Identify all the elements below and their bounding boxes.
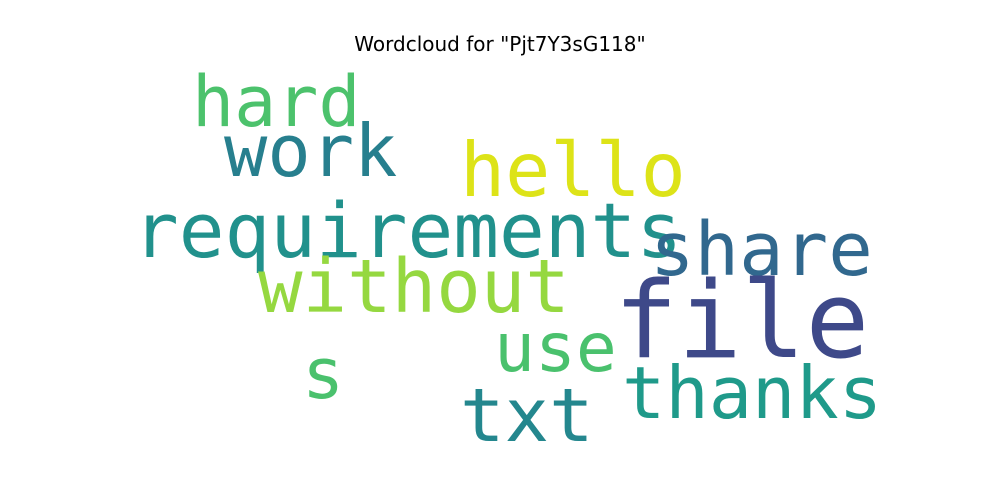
word-hard: hard bbox=[192, 61, 361, 143]
word-s: s bbox=[302, 333, 344, 415]
word-txt: txt bbox=[460, 373, 594, 459]
word-use: use bbox=[494, 309, 617, 388]
word-share: share bbox=[650, 207, 873, 293]
word-hello: hello bbox=[460, 126, 686, 214]
word-work: work bbox=[224, 109, 397, 193]
chart-title: Wordcloud for "Pjt7Y3sG118" bbox=[354, 32, 646, 56]
word-without: without bbox=[258, 244, 570, 330]
word-file: file bbox=[614, 259, 869, 382]
word-thanks: thanks bbox=[622, 351, 882, 435]
word-requirements: requirements bbox=[133, 186, 682, 275]
